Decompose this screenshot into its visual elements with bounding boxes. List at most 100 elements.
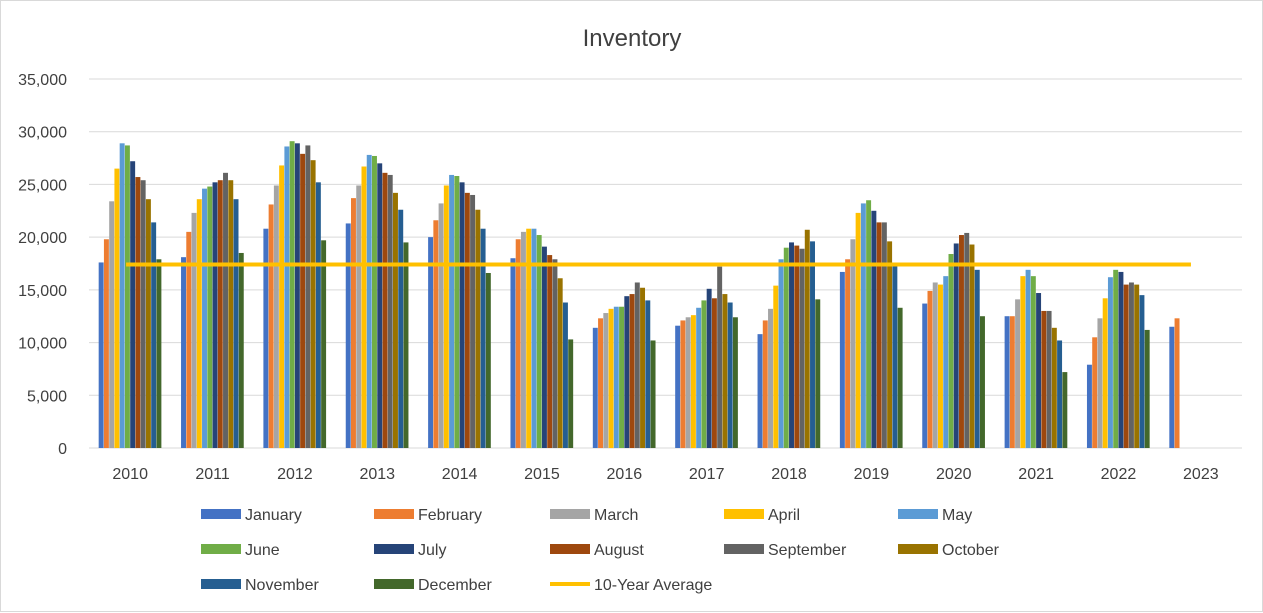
bar-july-2016 [624,296,630,448]
bar-may-2013 [366,154,372,448]
bar-may-2017 [696,307,702,448]
bar-january-2019 [839,271,845,448]
legend-label: March [594,507,638,524]
bar-august-2012 [300,153,306,448]
bar-february-2021 [1009,316,1015,448]
bar-january-2021 [1004,316,1010,448]
legend-label: 10-Year Average [594,577,712,594]
bar-march-2021 [1015,299,1021,448]
bar-june-2013 [372,155,377,448]
bar-december-2021 [1062,372,1068,448]
bar-july-2013 [377,163,383,448]
legend-label: August [594,542,644,559]
bar-may-2015 [531,228,537,448]
legend-swatch [724,509,764,519]
chart-title: Inventory [583,25,682,52]
bar-august-2022 [1123,284,1129,448]
bar-january-2018 [757,334,763,448]
legend-swatch [898,544,938,554]
bar-february-2017 [680,320,686,448]
bar-december-2013 [403,242,409,448]
bar-april-2011 [196,199,202,448]
bar-february-2014 [433,220,439,448]
bar-april-2020 [938,284,943,448]
bar-september-2015 [552,259,558,448]
legend-label: February [418,507,482,524]
bar-november-2010 [151,222,157,448]
x-tick-label: 2021 [1018,466,1054,483]
bar-march-2010 [109,201,115,448]
bar-june-2011 [207,186,213,449]
bar-october-2021 [1051,327,1057,448]
bar-june-2017 [701,300,707,448]
bar-august-2015 [547,255,553,448]
bar-may-2022 [1107,277,1113,448]
bar-december-2015 [568,339,574,448]
bar-december-2022 [1144,329,1150,448]
bar-may-2021 [1025,269,1031,448]
bar-december-2011 [238,252,244,448]
y-tick-label: 35,000 [18,72,67,89]
bar-april-2014 [443,185,449,449]
y-tick-label: 20,000 [18,230,67,247]
bar-september-2021 [1046,310,1052,448]
x-tick-label: 2011 [195,466,230,483]
legend-label: June [245,542,280,559]
bar-november-2011 [233,199,239,448]
bar-april-2012 [279,165,285,448]
bar-august-2016 [629,294,635,448]
bar-september-2020 [964,232,970,448]
bar-may-2011 [202,188,207,448]
bar-january-2020 [922,303,928,448]
bar-october-2011 [228,180,234,448]
bar-february-2023 [1174,318,1180,448]
bar-september-2017 [717,266,723,448]
legend-label: October [942,542,1000,559]
legend-swatch [550,509,590,519]
x-tick-label: 2016 [607,466,643,483]
bar-february-2011 [186,231,192,448]
legend-swatch [374,579,414,589]
bar-september-2010 [140,180,146,448]
bar-march-2013 [356,185,362,449]
bar-october-2014 [475,209,481,448]
bar-september-2012 [305,145,311,449]
y-axis-ticks: 0 5,000 10,000 15,000 20,000 25,000 30,000 35,0… [18,72,67,458]
legend-label: May [942,507,972,524]
legend-label: November [245,577,319,594]
bar-october-2012 [310,160,316,448]
y-tick-label: 25,000 [18,177,67,194]
bar-march-2020 [932,282,938,448]
bar-october-2022 [1134,284,1140,448]
bar-may-2010 [119,143,125,448]
bar-june-2018 [783,247,789,448]
bar-january-2015 [510,258,516,448]
y-tick-label: 30,000 [18,125,67,142]
bar-january-2011 [181,257,186,448]
bar-july-2011 [212,182,218,448]
legend-label: July [418,542,446,559]
y-tick-label: 10,000 [18,336,67,353]
bar-october-2010 [145,199,151,448]
bar-december-2010 [156,259,162,448]
bar-december-2014 [485,272,491,448]
bar-july-2018 [789,242,794,448]
bar-august-2014 [464,192,470,448]
bar-march-2011 [191,212,197,448]
bar-june-2010 [124,145,130,449]
bar-february-2018 [762,320,768,448]
bar-may-2018 [778,259,784,448]
bar-august-2013 [382,172,388,448]
bar-march-2014 [438,203,444,448]
bar-august-2011 [217,180,223,448]
bar-april-2010 [114,168,120,449]
bar-june-2016 [619,306,625,448]
bar-july-2019 [871,210,877,448]
bar-november-2014 [480,228,486,448]
bar-may-2016 [613,306,619,448]
legend-label: April [768,507,800,524]
bar-july-2015 [541,246,547,448]
bar-june-2020 [948,254,954,448]
x-tick-label: 2017 [689,466,725,483]
x-tick-label: 2023 [1183,466,1219,483]
